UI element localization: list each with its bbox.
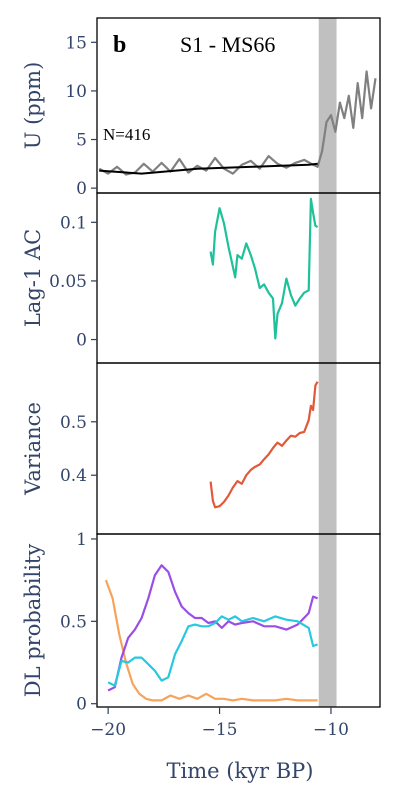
- series-line-dl-0: [104, 579, 318, 702]
- y-axis-label: DL probability: [21, 544, 45, 698]
- series-line-ac-0: [209, 197, 319, 340]
- panel-dl: 0 0.5 1 DL probability: [21, 530, 381, 715]
- series-line-dl-1: [107, 564, 318, 692]
- panel-frame: [96, 192, 381, 364]
- y-axis-label: Lag-1 AC: [21, 229, 45, 327]
- y-tick-label: 0.1: [60, 213, 87, 233]
- x-tick-label: −20: [90, 720, 126, 740]
- panel-frame: [96, 533, 381, 708]
- y-tick-label: 0.05: [49, 272, 87, 292]
- y-tick-label: 0.5: [60, 413, 87, 433]
- y-tick-label: 0.4: [60, 466, 87, 486]
- series-line-dl-2: [107, 615, 318, 687]
- x-axis-label: Time (kyr BP): [167, 759, 314, 783]
- y-axis-label: U (ppm): [21, 62, 45, 150]
- y-tick-label: 1: [76, 530, 87, 550]
- panel-frame: [96, 362, 381, 535]
- y-axis-label: Variance: [21, 402, 45, 496]
- y-tick-label: 5: [76, 131, 87, 151]
- n-label: N=416: [103, 125, 150, 144]
- y-tick-label: 0.5: [60, 612, 87, 632]
- y-tick-label: 0: [76, 331, 87, 351]
- panel-u: 0 5 10 15 U (ppm): [21, 17, 381, 199]
- y-tick-label: 0: [76, 179, 87, 199]
- y-tick-label: 0: [76, 695, 87, 715]
- series-line-u-1: [99, 162, 318, 175]
- series-line-variance-0: [209, 381, 319, 509]
- chart-title: S1 - MS66: [180, 32, 275, 57]
- y-tick-label: 10: [65, 82, 87, 102]
- series-line-u-0: [98, 70, 377, 176]
- x-tick-label: −10: [313, 720, 349, 740]
- x-tick-label: −15: [202, 720, 238, 740]
- y-tick-label: 15: [65, 33, 87, 53]
- panel-letter: b: [113, 32, 126, 58]
